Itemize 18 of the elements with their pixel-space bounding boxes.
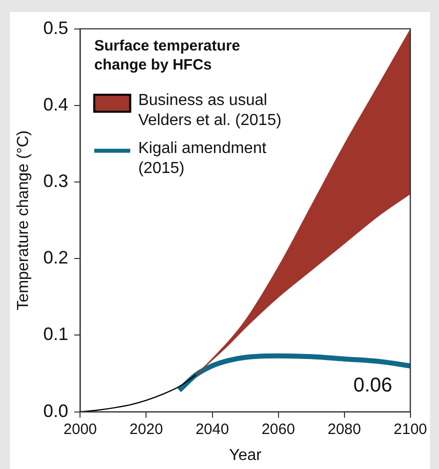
x-tick-label: 2040 (196, 420, 229, 438)
x-tick-label: 2100 (394, 420, 428, 438)
y-tick-label: 0.3 (43, 170, 68, 191)
y-axis-title: Temperature change (°C) (15, 130, 32, 310)
x-axis-title: Year (229, 446, 262, 464)
y-tick-label: 0.2 (43, 248, 68, 268)
legend-label: Kigali amendment (2015) (138, 140, 267, 178)
y-tick-label: 0.5 (43, 18, 68, 38)
y-tick-label: 0.1 (43, 324, 68, 344)
y-tick-label: 0.0 (43, 400, 68, 421)
legend-title: Surface temperature change by HFCs (94, 37, 240, 74)
x-tick-label: 2020 (130, 420, 163, 438)
x-tick-label: 2080 (328, 420, 361, 438)
x-tick-label: 2000 (64, 420, 97, 438)
x-tick-label: 2060 (262, 420, 295, 438)
y-tick-label: 0.4 (43, 94, 68, 114)
annotation: 0.06 (353, 374, 392, 396)
legend-label: Business as usual Velders et al. (2015) (138, 92, 282, 130)
